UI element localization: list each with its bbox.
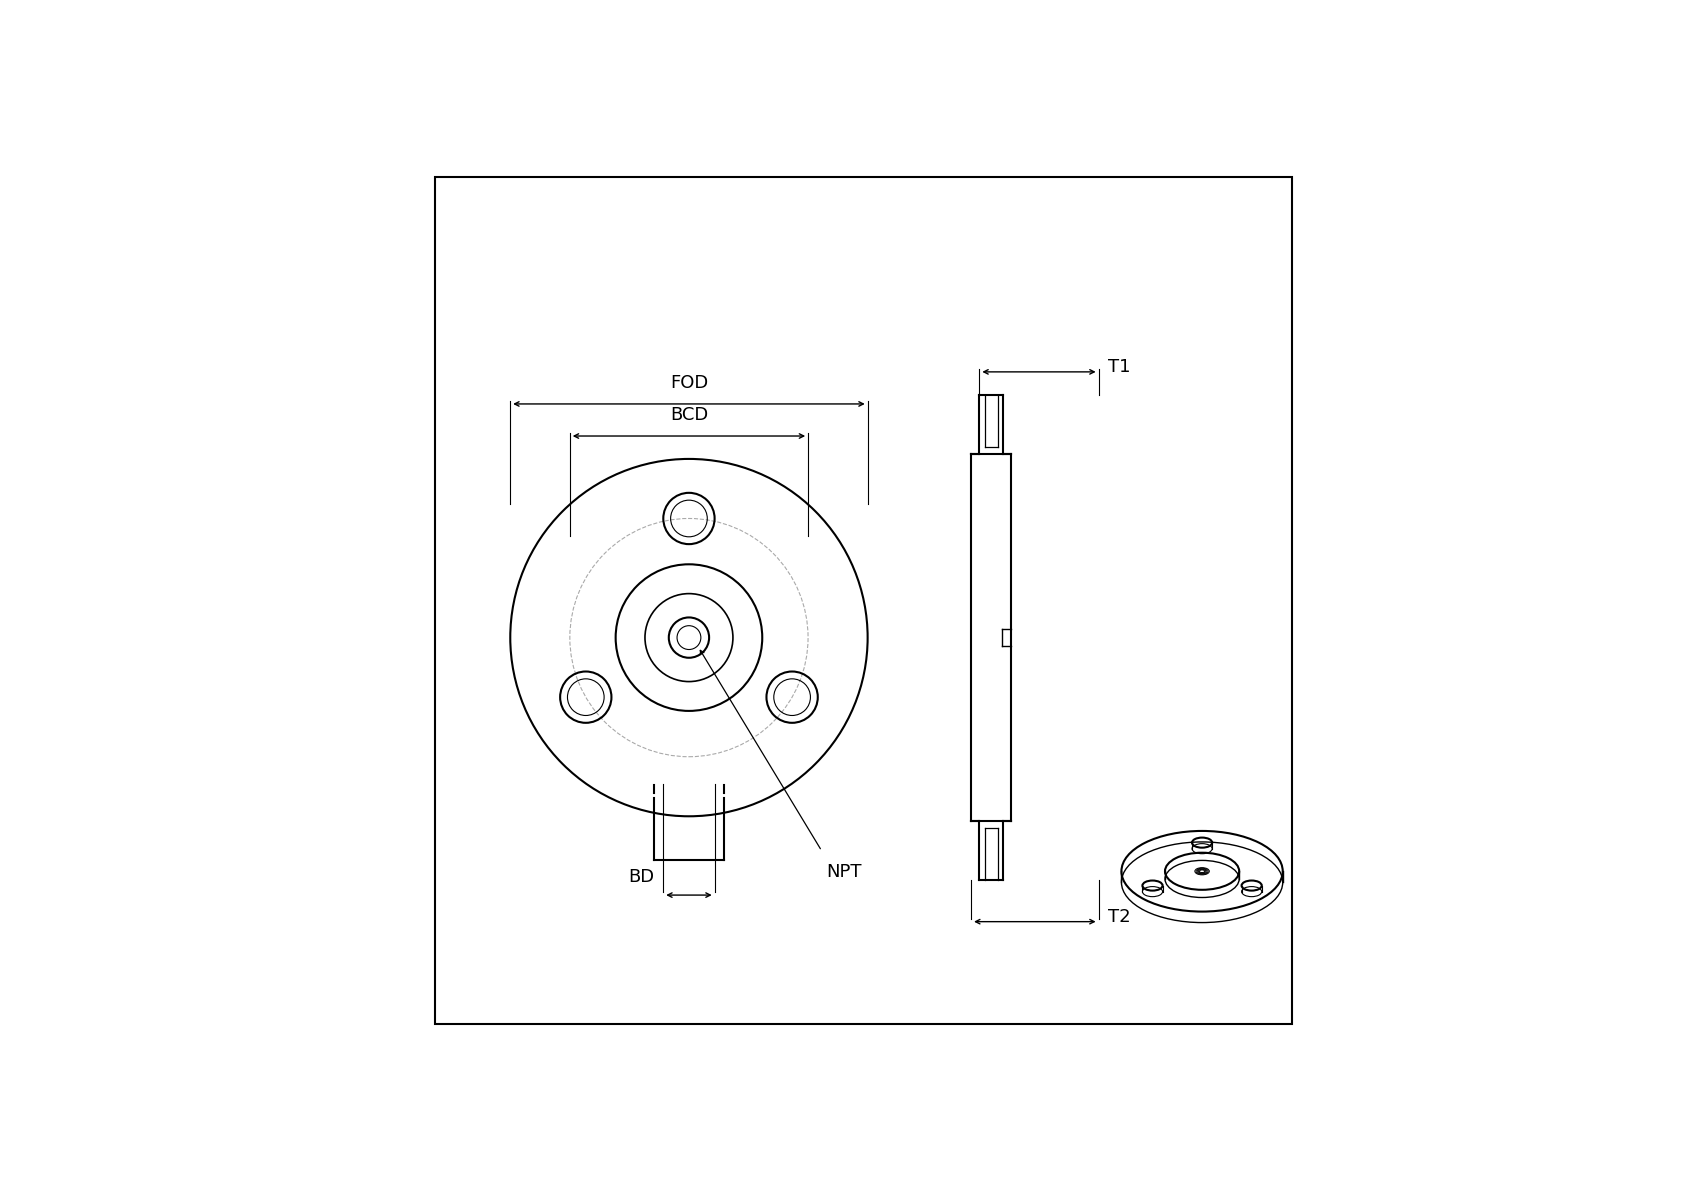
Text: BD: BD bbox=[628, 868, 653, 885]
Text: FOD: FOD bbox=[670, 374, 707, 392]
Text: BCD: BCD bbox=[670, 406, 707, 424]
Text: NPT: NPT bbox=[827, 863, 862, 881]
Text: T2: T2 bbox=[1108, 908, 1130, 926]
Text: T1: T1 bbox=[1108, 358, 1130, 376]
